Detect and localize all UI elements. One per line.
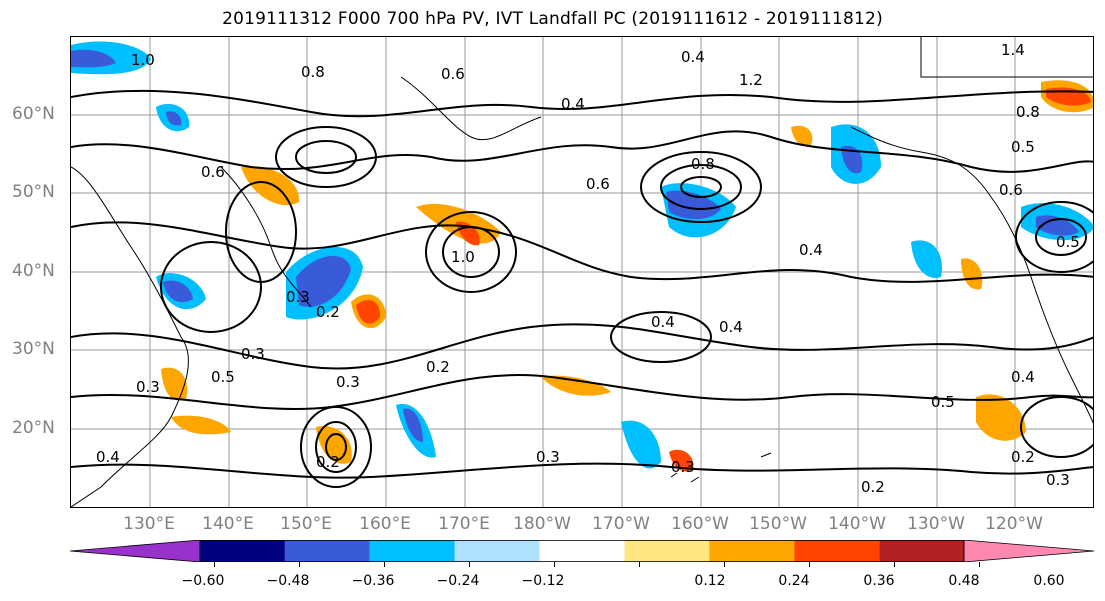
contour-label: 0.8 [691, 155, 715, 173]
contour-label-group: 1.0 0.8 0.6 0.4 0.4 1.2 1.4 0.8 0.6 0.8 … [96, 41, 1080, 496]
lat-label: 50°N [12, 182, 55, 202]
colorbar-segment [879, 540, 964, 562]
contour-label: 0.2 [316, 453, 340, 471]
contour-label: 0.2 [426, 358, 450, 376]
colorbar-segment [624, 540, 710, 562]
colorbar-segment [369, 540, 455, 562]
colorbar-tickmark [384, 562, 385, 567]
lon-label: 150°E [280, 514, 332, 534]
lon-label: 180°W [513, 514, 571, 534]
contour-label: 0.3 [671, 458, 695, 476]
colorbar-tick-label: −0.36 [351, 573, 395, 589]
contour-label: 0.6 [441, 65, 465, 83]
colorbar-tick-label: 0.60 [1033, 573, 1065, 589]
lon-label: 150°W [749, 514, 807, 534]
lat-label: 60°N [12, 104, 55, 124]
colorbar-tick-label: −0.12 [521, 573, 565, 589]
colorbar-tick-label: 0.36 [863, 573, 895, 589]
contour-label: 0.6 [201, 163, 225, 181]
lon-label: 160°E [359, 514, 411, 534]
colorbar-tickmark [639, 562, 640, 567]
contour-label: 0.8 [1016, 103, 1040, 121]
lat-label: 30°N [12, 339, 55, 359]
colorbar-segment [794, 540, 880, 562]
colorbar-tick-label: 0.48 [948, 573, 980, 589]
contour-label: 0.5 [1011, 138, 1035, 156]
contour-label: 0.2 [316, 303, 340, 321]
contour-label: 0.4 [96, 448, 120, 466]
colorbar-tickmark [979, 562, 980, 567]
colorbar-tickmark [299, 562, 300, 567]
colorbar-tickmark [554, 562, 555, 567]
lat-label: 40°N [12, 261, 55, 281]
contour-label: 0.3 [1046, 471, 1070, 489]
colorbar-segment [284, 540, 370, 562]
colorbar-tickmark [469, 562, 470, 567]
colorbar-tick-label: 0.24 [778, 573, 810, 589]
contour-label: 0.6 [999, 181, 1023, 199]
colorbar-tick-label: −0.48 [266, 573, 310, 589]
contour-label: 0.5 [931, 393, 955, 411]
contour-label: 0.4 [719, 318, 743, 336]
lon-label: 170°E [438, 514, 490, 534]
lon-label: 120°W [985, 514, 1043, 534]
colorbar-segment [70, 540, 201, 562]
lon-label: 140°E [202, 514, 254, 534]
lon-label: 160°W [671, 514, 729, 534]
coastlines [71, 37, 1093, 507]
lat-label: 20°N [12, 418, 55, 438]
contour-label: 0.3 [286, 288, 310, 306]
lon-label: 130°W [907, 514, 965, 534]
contour-label: 0.6 [586, 175, 610, 193]
contour-label: 0.5 [1056, 233, 1080, 251]
colorbar-tickmark [724, 562, 725, 567]
colorbar-tickmark [809, 562, 810, 567]
colorbar-tickmark [894, 562, 895, 567]
contour-label: 0.4 [799, 241, 823, 259]
contour-label: 0.3 [136, 378, 160, 396]
graticule [71, 37, 1093, 507]
contour-label: 1.0 [131, 51, 155, 69]
colorbar-tick-label: −0.60 [181, 573, 225, 589]
contour-label: 0.8 [301, 63, 325, 81]
colorbar-tick-label: −0.24 [436, 573, 480, 589]
contour-label: 0.4 [561, 95, 585, 113]
colorbar-segment [539, 540, 625, 562]
colorbar-segment [200, 540, 285, 562]
contour-label: 0.2 [861, 478, 885, 496]
colorbar-tickmark [214, 562, 215, 567]
lon-label: 130°E [123, 514, 175, 534]
contour-label: 0.5 [211, 368, 235, 386]
contour-label: 0.3 [336, 373, 360, 391]
colorbar-segment [709, 540, 795, 562]
contour-label: 0.2 [1011, 448, 1035, 466]
contour-label: 0.3 [241, 345, 265, 363]
contour-label: 0.4 [651, 313, 675, 331]
contour-label: 1.4 [1001, 41, 1025, 59]
contour-label: 0.4 [1011, 368, 1035, 386]
contour-label: 1.2 [739, 71, 763, 89]
colorbar-segment [454, 540, 540, 562]
contour-label: 0.4 [681, 48, 705, 66]
lon-label: 170°W [592, 514, 650, 534]
map-panel: 1.0 0.8 0.6 0.4 0.4 1.2 1.4 0.8 0.6 0.8 … [70, 36, 1094, 508]
colorbar-segment [963, 540, 1094, 562]
map-canvas: 1.0 0.8 0.6 0.4 0.4 1.2 1.4 0.8 0.6 0.8 … [71, 37, 1093, 507]
contour-label: 1.0 [451, 248, 475, 266]
lon-label: 140°W [828, 514, 886, 534]
contour-lines [71, 89, 1093, 488]
colorbar [70, 540, 1094, 562]
contour-label: 0.3 [536, 448, 560, 466]
map-title: 2019111312 F000 700 hPa PV, IVT Landfall… [222, 9, 883, 29]
colorbar-tick-label: 0.12 [694, 573, 726, 589]
